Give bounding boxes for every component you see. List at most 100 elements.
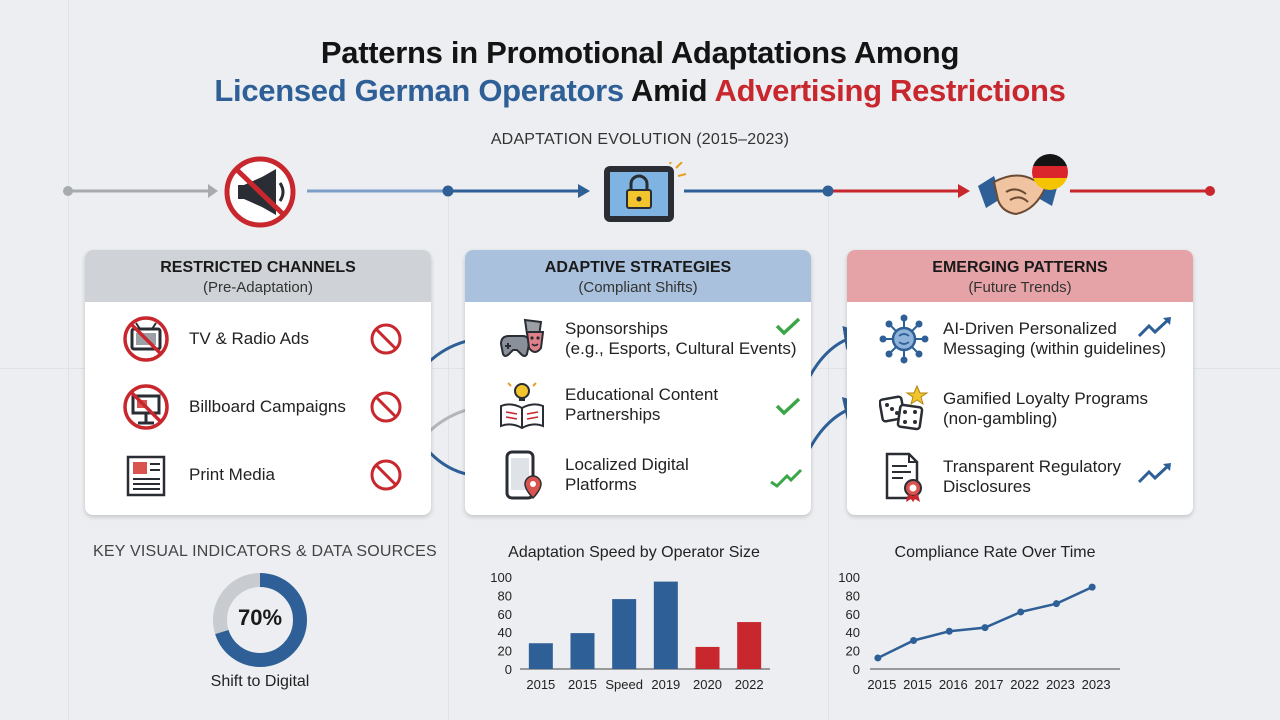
- y-tick-label: 60: [498, 607, 512, 622]
- list-item-billboard: Billboard Campaigns: [121, 382, 346, 432]
- list-item-print-media: Print Media: [121, 450, 275, 500]
- item-text: Localized Digital Platforms: [565, 455, 689, 495]
- y-tick-label: 80: [498, 588, 512, 603]
- y-tick-label: 20: [498, 644, 512, 659]
- panel-header: ADAPTIVE STRATEGIES (Compliant Shifts): [465, 250, 811, 302]
- item-label: Educational Content: [565, 385, 719, 404]
- item-text: Sponsorships (e.g., Esports, Cultural Ev…: [565, 319, 796, 359]
- x-tick-label: 2023: [1046, 677, 1075, 692]
- bar: [737, 622, 762, 669]
- item-label: AI-Driven Personalized: [943, 319, 1117, 338]
- series-line: [877, 585, 1093, 660]
- timeline-subtitle: ADAPTATION EVOLUTION (2015–2023): [490, 131, 790, 148]
- item-label-detail: Platforms: [565, 475, 637, 494]
- x-tick-label: 2015: [867, 677, 896, 692]
- prohibited-icon: [369, 390, 403, 429]
- grid-line: [68, 0, 69, 720]
- timeline: [63, 184, 1215, 198]
- grid-line: [828, 190, 829, 720]
- bar: [612, 599, 637, 669]
- data-point: [945, 627, 953, 635]
- item-text: Gamified Loyalty Programs (non-gambling): [943, 389, 1148, 429]
- data-point: [1088, 583, 1096, 591]
- title-line-1: Patterns in Promotional Adaptations Amon…: [320, 35, 960, 70]
- gamepad-masks-icon: [497, 314, 547, 364]
- list-item-tv-radio: TV & Radio Ads: [121, 314, 309, 364]
- grid-line: [448, 190, 449, 720]
- item-label: Localized Digital: [565, 455, 689, 474]
- data-point: [1017, 608, 1025, 616]
- x-tick-label: 2017: [975, 677, 1004, 692]
- item-label-detail: (e.g., Esports, Cultural Events): [565, 339, 797, 358]
- book-lightbulb-icon: [497, 380, 547, 430]
- tablet-lock-icon: [604, 162, 687, 222]
- item-text: AI-Driven Personalized Messaging (within…: [943, 319, 1166, 359]
- item-label-detail: (non-gambling): [943, 409, 1058, 428]
- document-seal-icon: [879, 452, 929, 502]
- handshake-germany-flag-icon: [978, 154, 1068, 216]
- panel-heading: ADAPTIVE STRATEGIES: [544, 259, 732, 276]
- item-label-detail: Messaging (within guidelines): [943, 339, 1167, 358]
- line-chart-title: Compliance Rate Over Time: [894, 544, 1096, 561]
- y-tick-label: 0: [505, 662, 512, 677]
- item-label: TV & Radio Ads: [189, 329, 310, 348]
- no-billboard-icon: [121, 382, 171, 432]
- y-tick-label: 80: [846, 588, 860, 603]
- list-item-educational-content: Educational Content Partnerships: [497, 380, 718, 430]
- bar: [653, 581, 678, 669]
- title-segment-restrictions: Advertising Restrictions: [714, 73, 1066, 108]
- data-point: [981, 624, 989, 632]
- no-megaphone-icon: [224, 156, 296, 228]
- x-tick-label: 2022: [1010, 677, 1039, 692]
- newspaper-icon: [121, 450, 171, 500]
- list-item-regulatory-disclosures: Transparent Regulatory Disclosures: [879, 452, 1121, 502]
- list-item-sponsorships: Sponsorships (e.g., Esports, Cultural Ev…: [497, 314, 796, 364]
- no-tv-icon: [121, 314, 171, 364]
- bar-chart: 100 80 60 40 20 0 2015 2015 Speed 2019 2020 2022: [490, 570, 770, 692]
- bar: [528, 643, 553, 669]
- dice-star-icon: [879, 384, 929, 434]
- item-label: Gamified Loyalty Programs: [943, 389, 1149, 408]
- x-tick-label: 2015: [903, 677, 932, 692]
- panel-subheading: (Pre-Adaptation): [202, 279, 314, 296]
- panel-header: RESTRICTED CHANNELS (Pre-Adaptation): [85, 250, 431, 302]
- x-tick-label: 2022: [735, 677, 764, 692]
- donut-arc: [213, 573, 307, 667]
- check-icon: [775, 396, 801, 421]
- item-label-detail: Disclosures: [943, 477, 1031, 496]
- panel-header: EMERGING PATTERNS (Future Trends): [847, 250, 1193, 302]
- x-tick-label: 2019: [651, 677, 680, 692]
- panel-subheading: (Compliant Shifts): [578, 279, 698, 296]
- panel-adaptive-strategies: ADAPTIVE STRATEGIES (Compliant Shifts) S…: [465, 250, 811, 515]
- donut-chart: [213, 573, 307, 667]
- x-tick-label: 2020: [693, 677, 722, 692]
- item-label: Transparent Regulatory: [943, 457, 1121, 476]
- list-item-gamified-loyalty: Gamified Loyalty Programs (non-gambling): [879, 384, 1148, 434]
- y-tick-label: 40: [498, 625, 512, 640]
- y-tick-label: 20: [846, 644, 860, 659]
- y-tick-label: 40: [846, 625, 860, 640]
- item-label: Print Media: [189, 465, 275, 484]
- data-point: [1052, 600, 1060, 608]
- item-label-detail: Partnerships: [565, 405, 661, 424]
- x-tick-label: 2016: [939, 677, 968, 692]
- bar: [695, 646, 720, 669]
- phone-location-icon: [497, 450, 547, 500]
- x-tick-label: Speed: [605, 677, 643, 692]
- data-point: [910, 636, 918, 644]
- item-text: Educational Content Partnerships: [565, 385, 718, 425]
- x-tick-label: 2015: [526, 677, 555, 692]
- y-tick-label: 100: [490, 570, 512, 585]
- item-label: Billboard Campaigns: [189, 397, 346, 416]
- panel-heading: EMERGING PATTERNS: [932, 259, 1108, 276]
- trend-up-icon: [1137, 462, 1173, 489]
- bar: [570, 633, 595, 669]
- panel-emerging-patterns: EMERGING PATTERNS (Future Trends): [847, 250, 1193, 515]
- x-tick-label: 2023: [1082, 677, 1111, 692]
- title-line-2: Licensed German Operators Amid Advertisi…: [0, 71, 1280, 111]
- y-tick-label: 0: [853, 662, 860, 677]
- prohibited-icon: [369, 322, 403, 361]
- line-chart: 100 80 60 40 20 0 2015 2015 2016 2017 2022 2023 2023: [838, 570, 1120, 692]
- bar-chart-title: Adaptation Speed by Operator Size: [508, 544, 760, 561]
- x-tick-label: 2015: [568, 677, 597, 692]
